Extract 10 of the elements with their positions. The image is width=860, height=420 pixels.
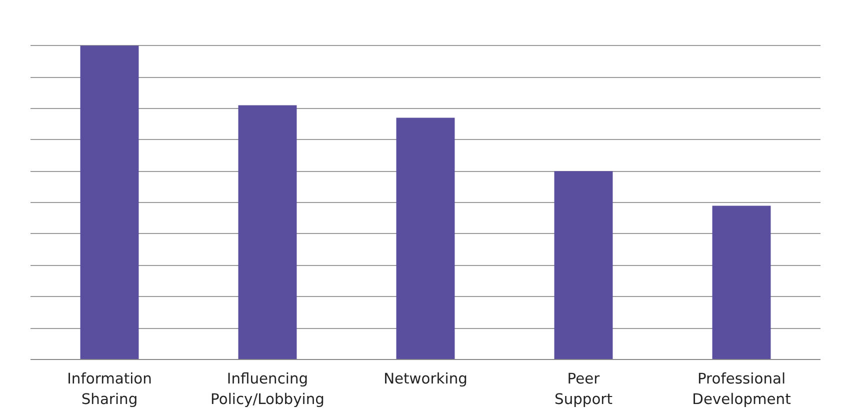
x-tick-label: Influencing Policy/Lobbying	[210, 370, 324, 408]
bar	[554, 171, 613, 360]
bar	[712, 206, 771, 360]
x-tick-label: Professional Development	[692, 370, 792, 408]
x-tick-label: Information Sharing	[67, 370, 152, 408]
bar	[396, 118, 455, 360]
x-tick-label: Networking	[384, 370, 468, 388]
x-tick-label: Peer Support	[554, 370, 613, 408]
bar	[238, 105, 297, 360]
bar	[80, 46, 139, 360]
